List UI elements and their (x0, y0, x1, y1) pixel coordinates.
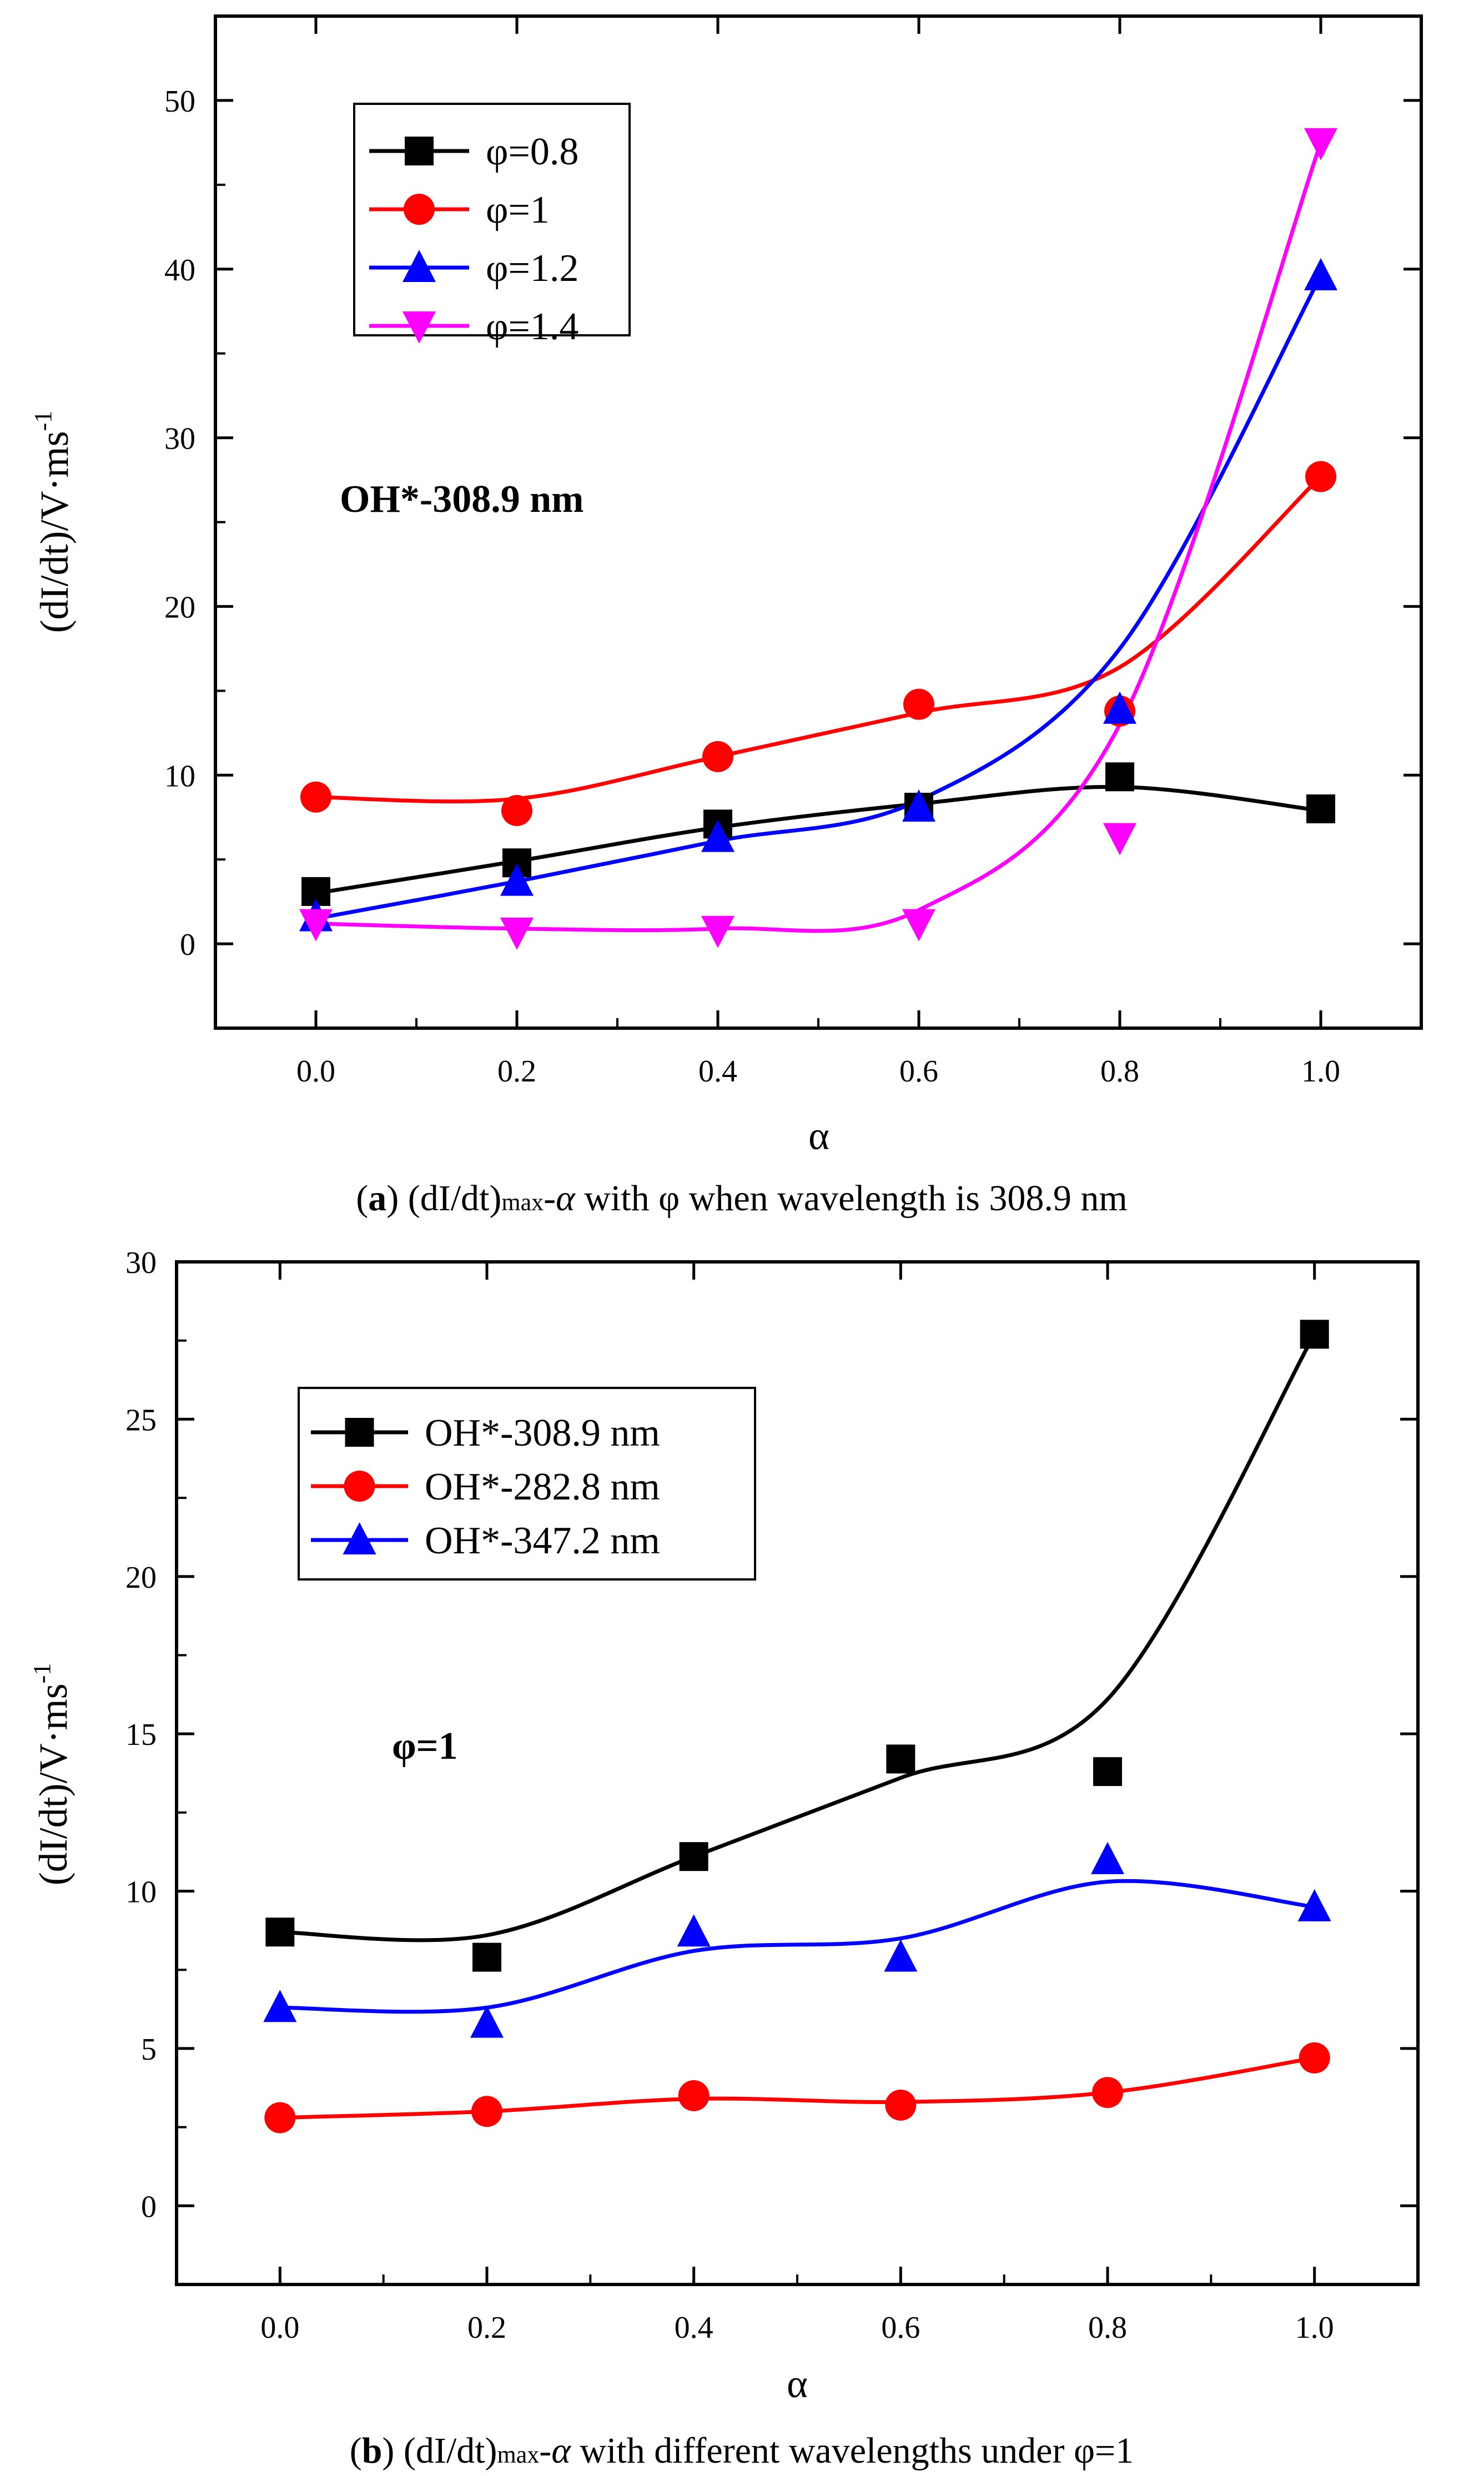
annotation-a: OH*-308.9 nm (340, 478, 583, 521)
data-point-a-3 (299, 909, 333, 942)
x-tick-label-b: 0.4 (675, 2311, 713, 2345)
y-tick-label-a: 30 (164, 422, 195, 456)
data-point-b-2 (1091, 1841, 1124, 1874)
data-point-b-1 (471, 2096, 502, 2127)
x-tick-label-a: 0.4 (698, 1054, 737, 1089)
y-tick-label-b: 30 (125, 1246, 157, 1280)
y-tick-label-b: 10 (125, 1875, 157, 1910)
legend-a: φ=0.8 φ=1 φ=1.2 φ=1.4 (353, 103, 631, 348)
y-tick-label-b: 0 (141, 2190, 157, 2224)
data-point-b-2 (1297, 1889, 1331, 1921)
data-point-a-2 (1304, 258, 1337, 290)
y-tick-label-a: 10 (164, 759, 195, 793)
y-axis-title-a: (dI/dt)/V·ms-1 (29, 411, 77, 633)
legend-label-a-1: φ=1 (486, 189, 550, 232)
data-point-a-3 (902, 909, 935, 942)
fit-curve-b-2 (280, 1879, 1315, 2014)
data-point-a-1 (903, 688, 934, 720)
x-tick-label-b: 0.0 (260, 2311, 299, 2345)
legend-box-a (353, 103, 631, 336)
y-tick-label-b: 25 (125, 1403, 157, 1437)
y-tick-label-a: 20 (164, 590, 195, 625)
data-point-b-2 (884, 1939, 918, 1972)
data-point-b-2 (263, 1990, 297, 2022)
fit-curve-a-0 (315, 784, 1321, 895)
legend-marker-b-1 (344, 1471, 375, 1502)
data-point-b-0 (265, 1918, 295, 1947)
y-axis-title-b: (dI/dt)/V·ms-1 (28, 1663, 76, 1886)
data-point-b-1 (885, 2089, 917, 2121)
data-point-a-2 (1103, 691, 1136, 724)
y-tick-label-a: 50 (164, 84, 195, 119)
legend-label-b-0: OH*-308.9 nm (425, 1412, 660, 1455)
x-tick-label-b: 0.8 (1088, 2311, 1127, 2345)
fit-curve-a-2 (315, 275, 1323, 920)
data-point-a-2 (902, 789, 935, 822)
data-point-a-3 (701, 915, 735, 948)
data-point-b-0 (1300, 1320, 1329, 1349)
caption-a: (a) (dI/dt)max-α with φ when wavelength … (356, 1178, 1127, 1219)
data-point-b-2 (470, 2005, 504, 2038)
data-point-b-0 (886, 1744, 915, 1774)
data-point-a-3 (1304, 128, 1337, 160)
legend-marker-a-2 (403, 250, 436, 282)
data-point-a-2 (701, 819, 735, 852)
legend-b: OH*-308.9 nm OH*-282.8 nm OH*-347.2 nm (298, 1387, 756, 1581)
data-point-b-2 (677, 1914, 711, 1947)
x-tick-label-a: 0.0 (296, 1054, 335, 1089)
y-tick-label-b: 15 (125, 1718, 157, 1752)
chart-panel-b: 0.0 0.2 0.4 0.6 0.8 1.0 0 5 10 15 20 25 30 (dI/dt)/V… (28, 1246, 1420, 2471)
x-tick-label-a: 0.8 (1100, 1054, 1139, 1089)
caption-b: (b) (dI/dt)max-α with different waveleng… (350, 2430, 1134, 2471)
x-tick-label-b: 0.6 (881, 2311, 920, 2345)
legend-label-a-3: φ=1.4 (486, 305, 578, 348)
fit-curve-b-0 (280, 1333, 1316, 1942)
data-point-a-3 (1103, 823, 1136, 855)
legend-label-a-2: φ=1.2 (486, 247, 578, 290)
y-tick-label-a: 40 (164, 253, 195, 288)
x-tick-label-b: 1.0 (1295, 2311, 1334, 2345)
y-tick-label-a: 0 (180, 928, 195, 962)
data-point-a-1 (501, 795, 532, 827)
legend-label-a-0: φ=0.8 (486, 130, 578, 173)
legend-label-b-2: OH*-347.2 nm (425, 1519, 660, 1562)
data-point-b-0 (472, 1942, 501, 1972)
x-tick-label-a: 0.6 (899, 1054, 938, 1089)
data-point-a-1 (1305, 461, 1336, 492)
fit-curve-b-1 (280, 2056, 1315, 2120)
data-point-b-1 (1092, 2077, 1123, 2108)
y-tick-label-b: 20 (125, 1561, 157, 1595)
legend-marker-b-0 (345, 1418, 374, 1447)
x-tick-label-a: 0.2 (497, 1054, 536, 1089)
x-tick-label-a: 1.0 (1301, 1054, 1340, 1089)
data-point-a-0 (1306, 794, 1335, 824)
data-point-b-1 (1299, 2042, 1330, 2074)
data-point-a-3 (500, 917, 534, 950)
legend-label-b-1: OH*-282.8 nm (425, 1466, 660, 1508)
chart-panel-a: 0.0 0.2 0.4 0.6 0.8 1.0 0 10 20 30 40 50 (dI/dt)/V·… (29, 14, 1423, 1219)
data-point-a-2 (500, 863, 534, 896)
legend-marker-a-3 (403, 311, 436, 344)
x-axis-title-b: α (787, 2362, 808, 2406)
legend-marker-a-1 (404, 194, 435, 225)
annotation-b: φ=1 (392, 1725, 458, 1768)
data-point-b-0 (679, 1842, 708, 1871)
legend-marker-a-0 (405, 137, 434, 165)
data-point-b-1 (678, 2080, 710, 2111)
fit-curve-a-1 (315, 475, 1322, 804)
data-point-a-0 (1105, 762, 1134, 792)
x-tick-label-b: 0.2 (467, 2311, 506, 2345)
legend-marker-b-2 (343, 1522, 376, 1554)
data-point-a-1 (702, 741, 733, 772)
data-point-b-1 (264, 2102, 296, 2133)
x-axis-title-a: α (808, 1114, 829, 1158)
data-point-a-1 (300, 781, 331, 813)
data-point-b-0 (1093, 1757, 1122, 1786)
y-tick-label-b: 5 (141, 2032, 157, 2067)
